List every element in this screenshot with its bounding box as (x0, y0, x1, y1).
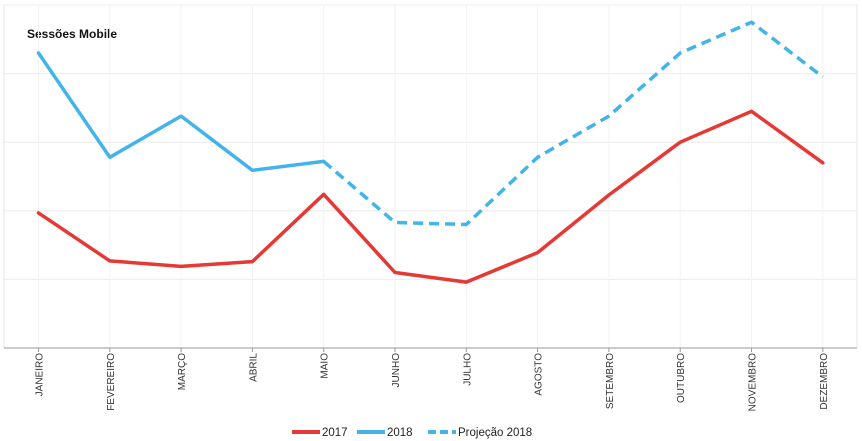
x-tick-label-junho: JUNHO (391, 353, 402, 388)
series-line-2018 (36, 51, 326, 173)
legend-label-projecao-2018: Projeção 2018 (458, 427, 532, 439)
x-tick-label-maio: MAIO (320, 353, 331, 379)
x-tick-label-agosto: AGOSTO (534, 353, 545, 396)
series-line-2017 (36, 109, 825, 284)
x-tick-label-setembro: SETEMBRO (605, 353, 616, 409)
chart-title: Sessões Mobile (27, 27, 117, 41)
x-tick-label-marco: MARÇO (177, 353, 188, 390)
x-tick-label-novembro: NOVEMBRO (748, 353, 759, 412)
legend-label-2018: 2018 (387, 427, 413, 439)
x-tick-label-janeiro: JANEIRO (35, 353, 46, 397)
series-group (36, 20, 825, 284)
series-line-projecao-2018 (322, 20, 824, 227)
x-axis: JANEIRO FEVEREIRO MARÇO ABRIL MAIO JUNHO JULHO… (4, 347, 857, 412)
x-tick-label-abril: ABRIL (248, 353, 259, 382)
x-tick-label-outubro: OUTUBRO (676, 353, 687, 403)
grid (3, 4, 858, 348)
x-tick-label-julho: JULHO (462, 353, 473, 386)
x-tick-label-fevereiro: FEVEREIRO (106, 353, 117, 411)
x-tick-label-dezembro: DEZEMBRO (819, 353, 830, 410)
legend: 2017 2018 Projeção 2018 (292, 427, 532, 439)
legend-label-2017: 2017 (322, 427, 348, 439)
